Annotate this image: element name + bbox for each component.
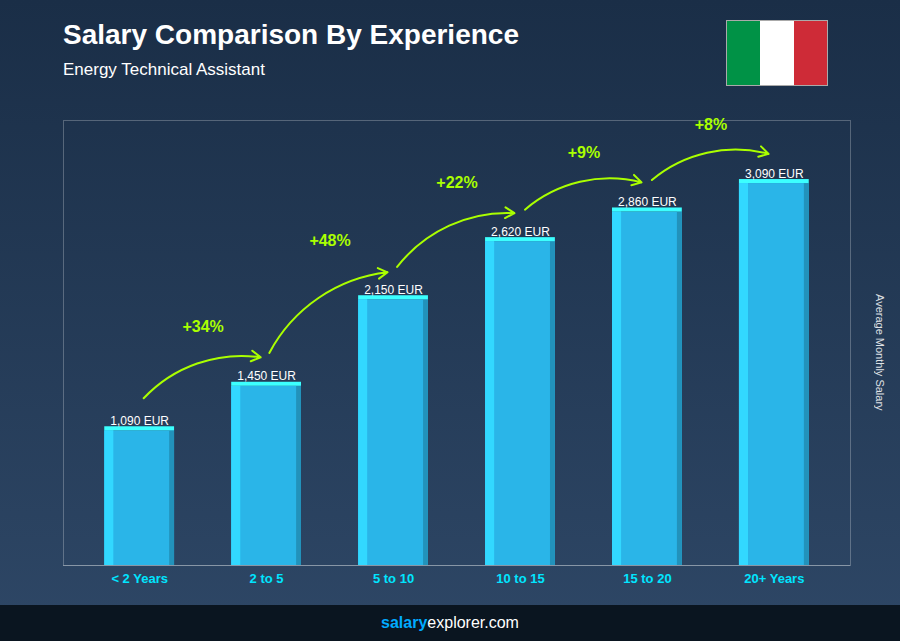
svg-text:1,450 EUR: 1,450 EUR bbox=[237, 369, 296, 383]
svg-text:+48%: +48% bbox=[309, 232, 350, 249]
html-text:Energy Technical Assistant: Energy Technical Assistant bbox=[63, 60, 265, 79]
html-text:Average Monthly Salary: Average Monthly Salary bbox=[874, 294, 886, 411]
svg-text:+34%: +34% bbox=[182, 318, 223, 335]
svg-text:20+ Years: 20+ Years bbox=[744, 571, 804, 586]
svg-text:2,860 EUR: 2,860 EUR bbox=[618, 195, 677, 209]
svg-text:10 to 15: 10 to 15 bbox=[496, 571, 544, 586]
svg-text:+9%: +9% bbox=[568, 144, 600, 161]
svg-text:+8%: +8% bbox=[695, 116, 727, 133]
svg-text:2 to 5: 2 to 5 bbox=[250, 571, 284, 586]
svg-text:5 to 10: 5 to 10 bbox=[373, 571, 414, 586]
svg-text:3,090 EUR: 3,090 EUR bbox=[745, 167, 804, 181]
svg-text:15 to 20: 15 to 20 bbox=[623, 571, 671, 586]
svg-text:2,150 EUR: 2,150 EUR bbox=[364, 283, 423, 297]
svg-text:+22%: +22% bbox=[436, 174, 477, 191]
svg-text:< 2 Years: < 2 Years bbox=[111, 571, 168, 586]
svg-text:1,090 EUR: 1,090 EUR bbox=[110, 414, 169, 428]
html-text:Salary Comparison By Experienc: Salary Comparison By Experience bbox=[63, 19, 519, 50]
svg-text:2,620 EUR: 2,620 EUR bbox=[491, 225, 550, 239]
html-text:salary explorer.com: salary explorer.com bbox=[381, 614, 519, 631]
